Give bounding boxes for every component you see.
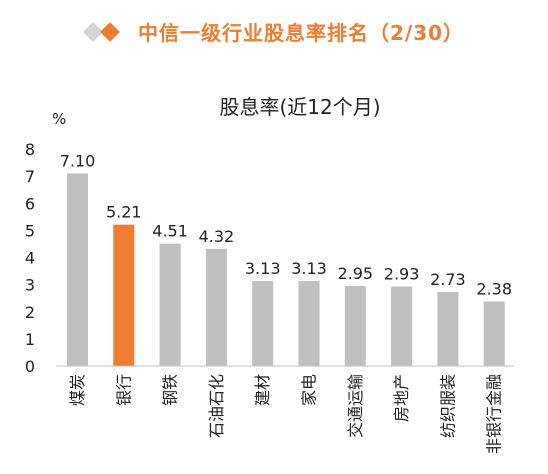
data-label: 4.32 — [199, 227, 235, 246]
bar — [252, 281, 274, 366]
bar — [437, 291, 459, 366]
bar — [391, 286, 413, 366]
data-label: 4.51 — [152, 222, 188, 241]
data-label: 2.95 — [337, 264, 373, 283]
bar — [298, 281, 320, 366]
bar — [67, 173, 88, 366]
x-tick-label: 家电 — [300, 374, 319, 406]
bar-highlight — [113, 224, 135, 366]
y-tick-label: 5 — [25, 221, 35, 240]
bar — [344, 285, 366, 366]
x-tick-label: 建材 — [253, 374, 272, 406]
y-tick-label: 8 — [25, 140, 35, 159]
y-tick-label: 0 — [25, 357, 35, 376]
data-label: 2.73 — [430, 270, 466, 289]
data-label: 3.13 — [245, 259, 281, 278]
y-tick-label: 2 — [25, 303, 35, 322]
bar — [483, 301, 505, 366]
x-tick-label: 石油石化 — [207, 374, 226, 438]
bar-series — [67, 173, 505, 366]
data-label: 5.21 — [106, 203, 142, 222]
y-axis-ticks: 0 1 2 3 4 5 6 7 8 — [25, 140, 35, 376]
x-tick-label: 银行 — [114, 374, 133, 406]
y-tick-label: 7 — [25, 167, 35, 186]
x-tick-label: 交通运输 — [346, 374, 365, 438]
slide-header: 中信一级行业股息率排名（2/30） — [0, 0, 548, 70]
y-tick-label: 4 — [25, 249, 35, 268]
data-label: 2.93 — [384, 265, 420, 284]
x-tick-label: 非银行金融 — [485, 374, 504, 454]
y-tick-label: 6 — [25, 194, 35, 213]
data-label: 3.13 — [291, 259, 327, 278]
x-tick-label: 纺织服装 — [438, 374, 457, 438]
x-tick-label: 钢铁 — [161, 374, 180, 406]
x-axis-labels: 煤炭 银行 钢铁 石油石化 建材 家电 交通运输 房地产 纺织服装 非银行金融 — [68, 374, 504, 454]
bar — [159, 243, 181, 366]
data-labels: 7.10 5.21 4.51 4.32 3.13 3.13 2.95 2.93 2.73 2.38 — [60, 151, 512, 298]
y-axis-unit-label: % — [52, 110, 66, 128]
y-tick-label: 1 — [25, 330, 35, 349]
x-tick-label: 房地产 — [392, 374, 411, 422]
y-tick-label: 3 — [25, 276, 35, 295]
data-label: 7.10 — [60, 151, 96, 170]
header-title: 中信一级行业股息率排名（2/30） — [138, 21, 465, 45]
bar — [205, 248, 227, 366]
chart-title: 股息率(近12个月) — [219, 95, 380, 119]
x-tick-label: 煤炭 — [68, 374, 87, 406]
data-label: 2.38 — [476, 279, 512, 298]
